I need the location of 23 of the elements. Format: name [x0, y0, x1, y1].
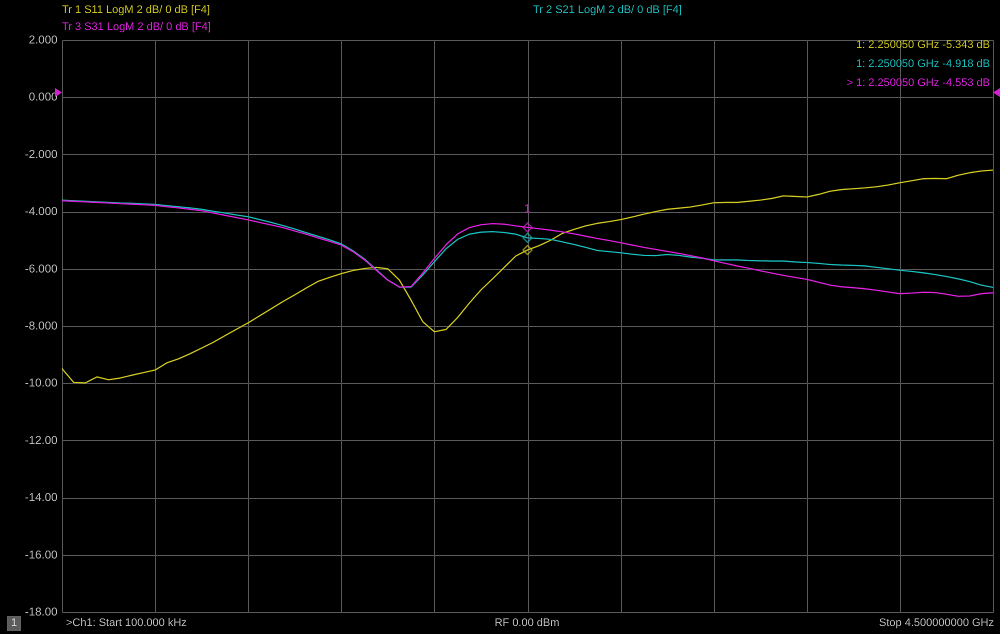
y-tick-label: -4.000	[24, 206, 58, 218]
text: RF 0.00 dBm	[494, 616, 560, 630]
y-tick-label: -8.000	[24, 320, 58, 332]
text: >Ch1: Start 100.000 kHz	[66, 616, 187, 630]
annotation: 1: 2.250050 GHz -4.918 dB	[856, 57, 990, 71]
annotation: 1: 2.250050 GHz -5.343 dB	[856, 38, 990, 52]
y-tick-label: -6.000	[24, 263, 58, 276]
text: Stop 4.500000000 GHz	[879, 616, 994, 630]
y-tick-label: -2.000	[24, 148, 58, 161]
annotation: 1	[524, 201, 532, 216]
text: Tr 1 S11 LogM 2 dB/ 0 dB [F4]	[62, 3, 210, 17]
annotation: > 1: 2.250050 GHz -4.553 dB	[846, 76, 990, 90]
y-tick-label: -18.00	[24, 606, 58, 618]
y-tick-label: 0.000	[28, 92, 58, 104]
y-tick-label: -10.00	[24, 378, 58, 390]
text: Tr 3 S31 LogM 2 dB/ 0 dB [F4]	[62, 20, 211, 34]
y-tick-label: -14.00	[24, 492, 58, 504]
text: 1	[7, 616, 21, 631]
y-tick-label: -12.00	[24, 434, 58, 447]
line-series	[62, 169, 993, 384]
y-tick-label: -16.00	[24, 549, 58, 562]
text: Tr 2 S21 LogM 2 dB/ 0 dB [F4]	[533, 3, 682, 17]
y-tick-label: 2.000	[28, 34, 58, 46]
